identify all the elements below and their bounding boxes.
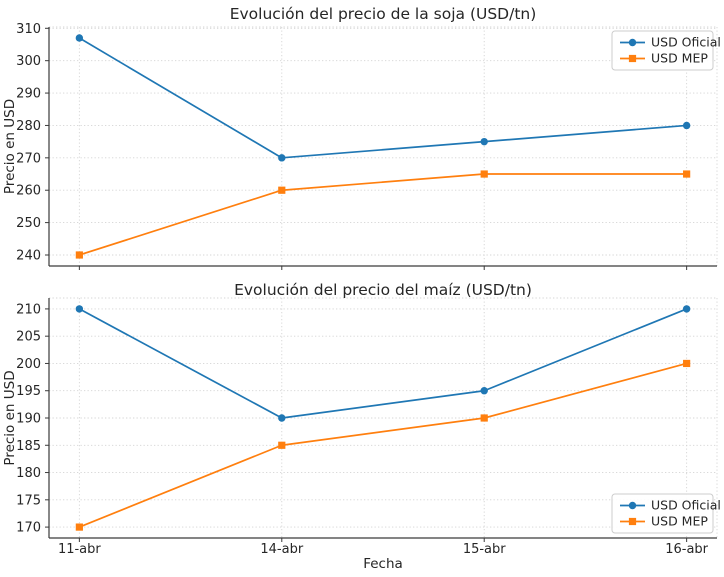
series-usd-oficial — [75, 34, 691, 162]
y-axis-label: Precio en USD — [2, 370, 18, 465]
data-point-marker — [278, 441, 286, 449]
data-point-marker — [278, 414, 286, 422]
legend-label: USD Oficial — [651, 35, 721, 50]
chart-title: Evolución del precio del maíz (USD/tn) — [234, 281, 532, 299]
y-tick-label: 205 — [16, 330, 41, 345]
y-tick-label: 260 — [16, 184, 41, 199]
legend-marker — [628, 54, 637, 63]
x-tick-label: 11-abr — [58, 542, 101, 557]
legend-marker — [628, 501, 637, 510]
series-usd-mep — [75, 359, 691, 531]
data-point-marker — [75, 305, 84, 313]
legend-label: USD MEP — [651, 514, 708, 529]
y-tick-label: 240 — [16, 248, 41, 263]
data-point-marker — [480, 387, 488, 395]
x-tick-label: 15-abr — [463, 542, 506, 557]
legend-label: USD MEP — [651, 51, 708, 66]
tick-marks — [45, 27, 688, 270]
grid-lines — [49, 26, 718, 266]
data-point-marker — [682, 121, 691, 130]
y-tick-label: 280 — [16, 119, 41, 134]
x-tick-label: 14-abr — [260, 542, 303, 557]
legend-label: USD Oficial — [651, 498, 721, 513]
x-axis-label: Fecha — [363, 556, 403, 572]
maiz-price-chart: 170 175 180 185 190 195 200 205 210 11-abr 14-abr 1… — [2, 281, 721, 572]
data-point-marker — [480, 170, 488, 178]
x-tick-label: 16-abr — [665, 542, 708, 557]
soja-price-chart: 240 250 260 270 280 290 300 310 Evolución del pr… — [2, 5, 721, 270]
data-point-marker — [682, 305, 691, 313]
data-point-marker — [278, 154, 286, 162]
y-tick-label: 270 — [16, 151, 41, 166]
y-tick-label: 300 — [16, 54, 41, 69]
data-point-marker — [75, 523, 83, 531]
legend-marker — [628, 517, 637, 526]
axes-spines — [48, 27, 717, 267]
y-tick-label: 185 — [16, 439, 41, 454]
y-tick-label: 195 — [16, 384, 41, 399]
data-point-marker — [683, 170, 691, 178]
y-tick-label: 190 — [16, 412, 41, 427]
data-point-marker — [75, 251, 83, 259]
series-usd-oficial — [75, 305, 691, 422]
y-tick-label: 310 — [16, 22, 41, 37]
y-tick-label: 250 — [16, 216, 41, 231]
data-point-marker — [480, 414, 488, 422]
y-tick-label: 180 — [16, 466, 41, 481]
data-point-marker — [278, 186, 286, 194]
y-tick-label: 200 — [16, 357, 41, 372]
y-tick-label: 175 — [16, 493, 41, 508]
chart-title: Evolución del precio de la soja (USD/tn) — [230, 5, 537, 23]
y-tick-label: 170 — [16, 521, 41, 536]
tick-marks — [45, 308, 688, 542]
y-tick-label: 210 — [16, 302, 41, 317]
legend-marker — [628, 38, 637, 47]
data-point-marker — [683, 359, 691, 368]
data-point-marker — [480, 137, 488, 146]
data-point-marker — [75, 34, 84, 42]
y-axis-label: Precio en USD — [2, 99, 18, 194]
series-usd-mep — [75, 170, 691, 259]
y-tick-label: 290 — [16, 87, 41, 102]
